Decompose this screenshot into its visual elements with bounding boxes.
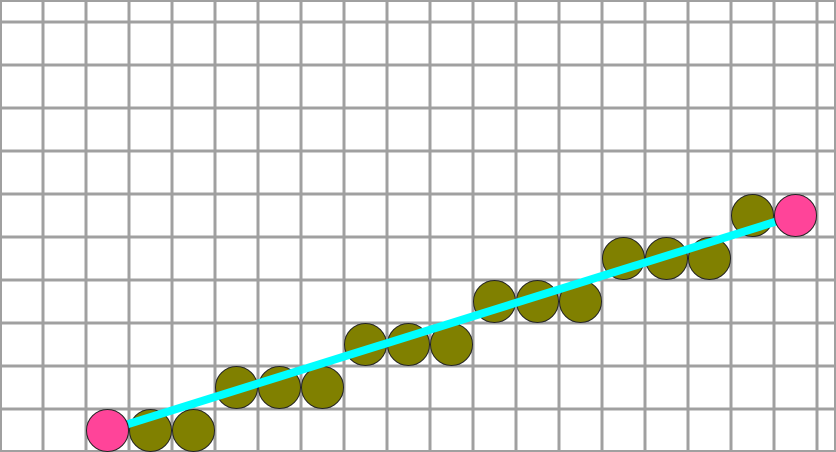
start-endpoint: [86, 409, 129, 452]
raster-pixel: [172, 409, 215, 452]
ideal-line: [106, 211, 797, 435]
raster-pixel: [301, 366, 344, 409]
endpoints: [86, 194, 817, 452]
end-endpoint: [774, 194, 817, 237]
ideal-line-layer: [106, 211, 797, 435]
